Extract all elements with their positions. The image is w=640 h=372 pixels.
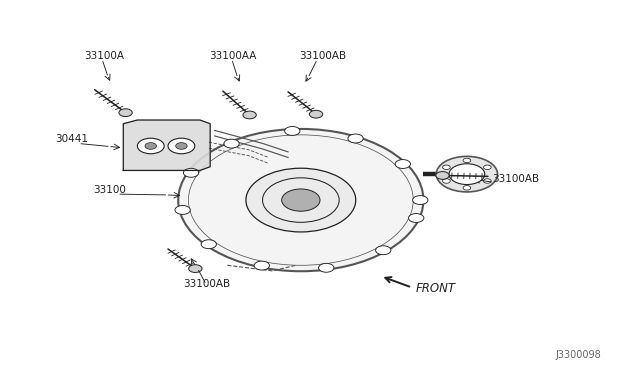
Circle shape	[282, 189, 320, 211]
Circle shape	[348, 134, 364, 143]
Polygon shape	[124, 120, 210, 170]
Text: 33100AB: 33100AB	[492, 174, 540, 183]
Circle shape	[483, 179, 491, 183]
Text: 30441: 30441	[55, 134, 88, 144]
Circle shape	[184, 169, 199, 177]
Circle shape	[178, 129, 424, 271]
Circle shape	[443, 179, 451, 183]
Circle shape	[443, 165, 451, 170]
Text: J3300098: J3300098	[555, 350, 601, 360]
Circle shape	[145, 142, 157, 149]
Circle shape	[309, 110, 323, 118]
Circle shape	[138, 138, 164, 154]
Circle shape	[483, 165, 491, 170]
Circle shape	[319, 263, 334, 272]
Circle shape	[413, 196, 428, 205]
Circle shape	[201, 240, 216, 248]
Text: FRONT: FRONT	[416, 282, 456, 295]
Circle shape	[224, 139, 239, 148]
Circle shape	[449, 164, 484, 185]
Circle shape	[243, 111, 256, 119]
Text: 33100A: 33100A	[84, 51, 124, 61]
Circle shape	[395, 160, 410, 169]
Text: 33100: 33100	[93, 185, 126, 195]
Circle shape	[246, 168, 356, 232]
Circle shape	[254, 261, 269, 270]
Circle shape	[119, 109, 132, 116]
Circle shape	[436, 156, 497, 192]
Circle shape	[408, 214, 424, 222]
Text: 33100AB: 33100AB	[300, 51, 347, 61]
Circle shape	[189, 265, 202, 272]
Circle shape	[463, 186, 470, 190]
Circle shape	[175, 205, 190, 214]
Circle shape	[436, 171, 449, 179]
Circle shape	[175, 142, 187, 149]
Circle shape	[168, 138, 195, 154]
Circle shape	[463, 158, 470, 163]
Circle shape	[285, 126, 300, 135]
Text: 33100AB: 33100AB	[182, 279, 230, 289]
Circle shape	[376, 246, 391, 255]
Text: 33100AA: 33100AA	[209, 51, 257, 61]
